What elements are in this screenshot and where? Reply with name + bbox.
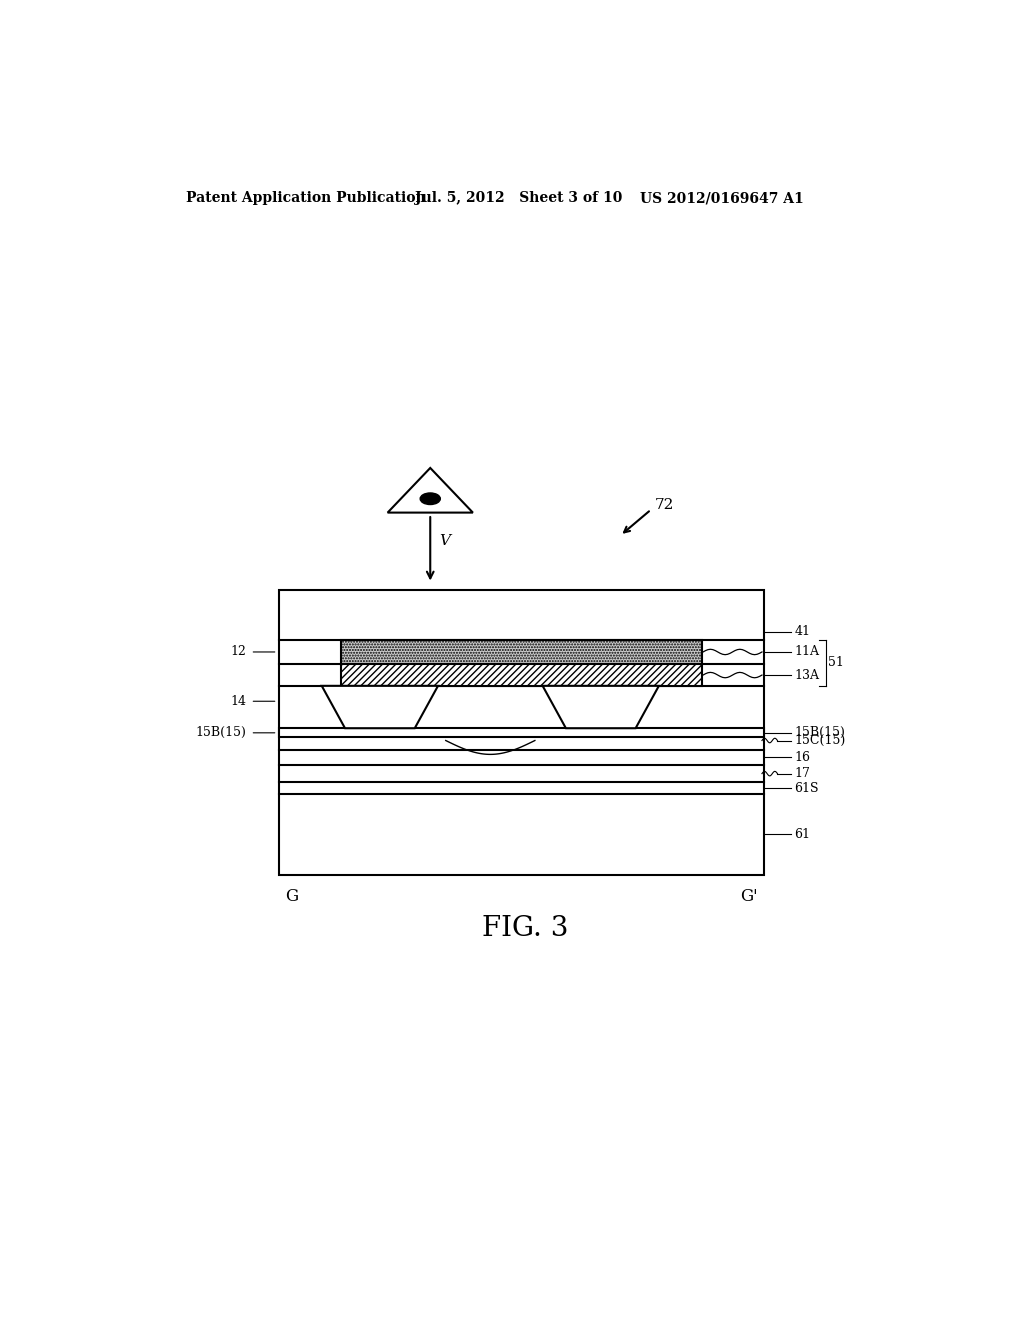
Polygon shape (322, 686, 438, 729)
Text: V: V (439, 535, 451, 548)
Ellipse shape (420, 492, 440, 504)
Text: 17: 17 (795, 767, 810, 780)
Bar (280, 729, 764, 738)
Text: G: G (286, 887, 298, 904)
Polygon shape (543, 686, 658, 729)
Text: 12: 12 (230, 645, 247, 659)
Text: 14: 14 (230, 694, 247, 708)
Text: US 2012/0169647 A1: US 2012/0169647 A1 (640, 191, 803, 206)
Polygon shape (388, 469, 473, 512)
Bar (341, 664, 701, 686)
Text: Patent Application Publication: Patent Application Publication (186, 191, 426, 206)
Text: 61: 61 (795, 828, 811, 841)
Text: Jul. 5, 2012   Sheet 3 of 10: Jul. 5, 2012 Sheet 3 of 10 (415, 191, 623, 206)
Text: 61S: 61S (795, 781, 819, 795)
Text: G': G' (739, 887, 758, 904)
Text: 11A: 11A (795, 645, 819, 659)
Bar (280, 590, 764, 875)
Text: 16: 16 (795, 751, 811, 764)
Text: 15B(15): 15B(15) (795, 726, 846, 739)
Text: 15C(15): 15C(15) (795, 734, 846, 747)
Text: 15B(15): 15B(15) (196, 726, 247, 739)
Text: 41: 41 (795, 626, 811, 639)
Bar (341, 640, 701, 664)
Text: 72: 72 (655, 498, 675, 512)
Text: 51: 51 (827, 656, 844, 669)
Text: FIG. 3: FIG. 3 (481, 915, 568, 942)
Text: 13A: 13A (795, 668, 819, 681)
